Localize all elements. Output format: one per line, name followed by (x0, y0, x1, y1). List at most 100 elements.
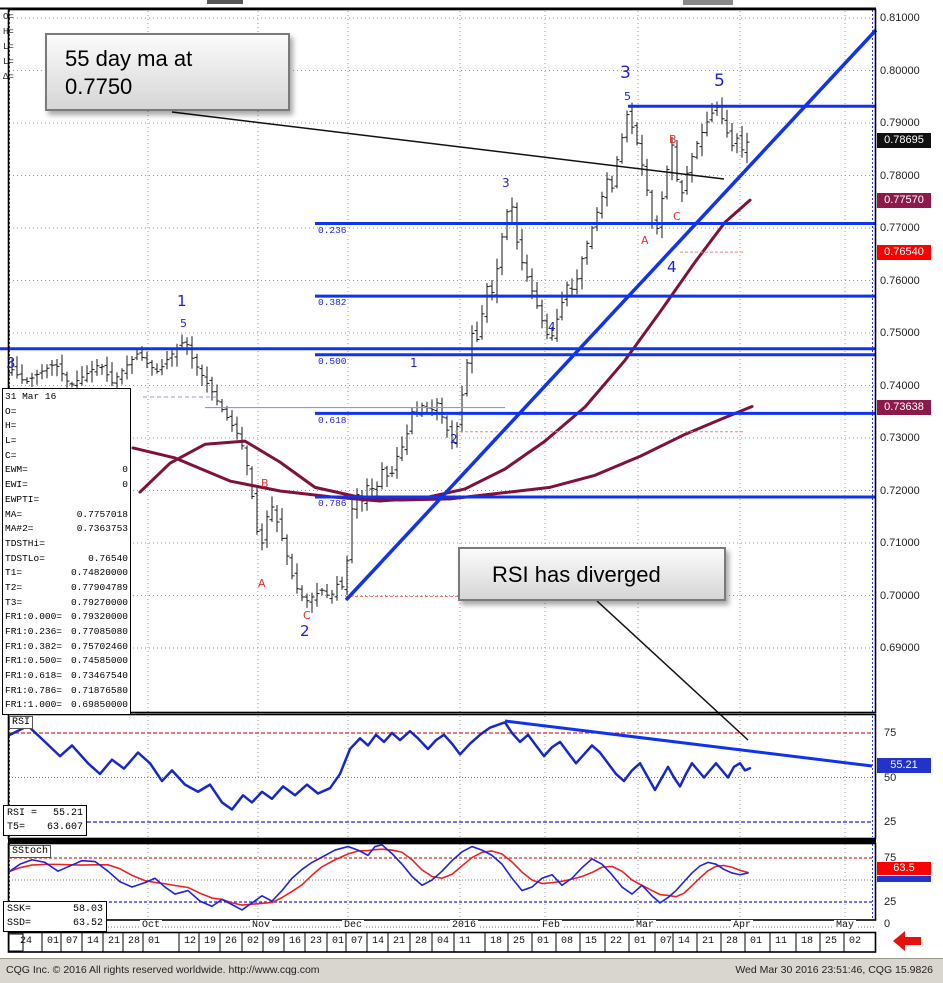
study-label: FR1:0.786= (5, 684, 63, 696)
study-value-row: MA= 0.7757018 (5, 508, 128, 523)
study-value: 0.77085080 (70, 626, 128, 637)
study-value-row: FR1:0.382= 0.75702460 (5, 640, 128, 655)
study-label: FR1:0.618= (5, 670, 63, 682)
study-value: 0.69850000 (70, 699, 128, 711)
panel-date: 31 Mar 16 (5, 391, 57, 402)
study-label: L= (5, 435, 17, 447)
quote-label: H= (3, 27, 14, 37)
study-value-row: T2= 0.77904789 (5, 581, 128, 596)
quote-label: L= (3, 42, 14, 52)
price-tick-label: 0.69000 (880, 642, 920, 654)
elliott-wave-label: C (303, 609, 311, 622)
date-tick-label: 14 (372, 936, 385, 947)
price-tick-label: 0.71000 (880, 537, 920, 549)
date-tick-label: 25 (513, 936, 526, 947)
study-value: 0.77904789 (70, 581, 128, 593)
date-tick-label: 01 (332, 936, 345, 947)
panel-frame (7, 8, 877, 714)
date-tick-label: 28 (415, 936, 428, 947)
study-value-row: TDSTHi= (5, 537, 128, 552)
elliott-wave-label: 2 (450, 432, 458, 446)
month-label: Mar (634, 920, 657, 931)
ssd-line (9, 848, 749, 906)
price-badge: 0.73638 (877, 400, 931, 415)
ma-annotation-line1: 55 day ma at (65, 46, 193, 71)
annotation-pointer-line (596, 600, 749, 741)
study-label: O= (5, 405, 17, 417)
study-label: MA= (5, 508, 23, 520)
study-value-row: C= (5, 449, 128, 464)
study-label: EWM= (5, 464, 28, 476)
date-tick-label: 22 (610, 936, 623, 947)
price-tick-label: 0.76000 (880, 274, 920, 287)
month-label: Apr (731, 920, 754, 931)
price-badge: 55.21 (877, 758, 931, 773)
study-value: 0.74820000 (70, 567, 128, 579)
study-value-row: FR1:0.500= 0.74585000 (5, 654, 128, 669)
month-label: Oct (140, 920, 163, 931)
study-value: 0.79320000 (70, 611, 128, 623)
month-label: Nov (250, 920, 273, 931)
study-value-row: FR1:1.000= 0.69850000 (5, 698, 128, 713)
stoch-tick-label: 0 (884, 918, 891, 930)
study-value-row: MA#2= 0.7363753 (5, 522, 128, 537)
price-badge: 0.77570 (877, 193, 931, 208)
date-tick-label: 14 (87, 936, 100, 947)
study-value: 0 (122, 464, 128, 476)
date-axis-first-cell (8, 933, 24, 952)
fib-level-label: 0.382 (318, 297, 347, 308)
study-value-row: L= (5, 434, 128, 449)
elliott-wave-label: 5 (714, 71, 725, 91)
study-value-row: FR1:0.618= 0.73467540 (5, 669, 128, 684)
scroll-right-edge-arrow-icon[interactable] (893, 931, 921, 951)
study-values-panel: 31 Mar 16 O= H= L= C= EWM= 0 EWI= 0 EWPTI= MA= 0.7… (2, 388, 131, 715)
date-tick-label: 28 (726, 936, 739, 947)
study-value: 0.75702460 (70, 640, 128, 652)
month-label: Feb (540, 920, 563, 931)
price-tick-label: 0.74000 (880, 379, 920, 392)
date-tick-label: 16 (289, 936, 302, 947)
price-tick-label: 0.70000 (880, 589, 920, 602)
date-tick-label: 01 (148, 936, 161, 947)
quote-label: Δ= (3, 72, 14, 82)
date-tick-label: 28 (128, 936, 141, 947)
elliott-wave-label: 3 (502, 176, 510, 190)
stoch-tick-label: 25 (884, 896, 897, 908)
panel-frame (7, 842, 877, 921)
date-tick-label: 02 (247, 936, 260, 947)
price-tick-label: 0.75000 (880, 327, 920, 339)
study-value: 0.74585000 (70, 655, 128, 667)
stoch-panel-title: SStoch (9, 845, 52, 858)
ma-annotation-box[interactable]: 55 day ma at 0.7750 (45, 33, 290, 111)
study-label: MA#2= (5, 523, 34, 535)
rsi-tick-label: 25 (884, 816, 897, 828)
date-tick-label: 08 (561, 936, 574, 947)
study-value: 0.7363753 (76, 523, 128, 535)
fib-level-label: 0.618 (318, 415, 347, 426)
up-trendline (344, 28, 878, 602)
study-value-row: H= (5, 419, 128, 434)
rsi-tick-label: 50 (884, 771, 897, 784)
elliott-wave-label: 4 (667, 258, 677, 276)
study-value-row: FR1:0.236= 0.77085080 (5, 625, 128, 640)
study-label: T1= (5, 567, 23, 579)
date-tick-label: 24 (20, 936, 33, 947)
price-badge: 0.78695 (877, 133, 931, 148)
rsi-annotation-box[interactable]: RSI has diverged (458, 547, 726, 601)
elliott-wave-label: 3 (6, 354, 16, 372)
elliott-wave-label: 1 (177, 292, 187, 310)
annotation-pointer-line (171, 111, 725, 180)
study-value: 0.7757018 (76, 508, 128, 520)
date-tick-label: 18 (801, 936, 814, 947)
study-value: 0.79270000 (70, 596, 128, 608)
date-tick-label: 01 (634, 936, 647, 947)
date-tick-label: 15 (585, 936, 598, 947)
copyright-text: CQG Inc. © 2016 All rights reserved worl… (6, 964, 320, 976)
study-label: H= (5, 420, 17, 432)
date-tick-label: 07 (660, 936, 673, 947)
elliott-wave-label: 5 (180, 317, 187, 330)
ma55-line (131, 198, 752, 503)
window-artifact (683, 0, 733, 5)
